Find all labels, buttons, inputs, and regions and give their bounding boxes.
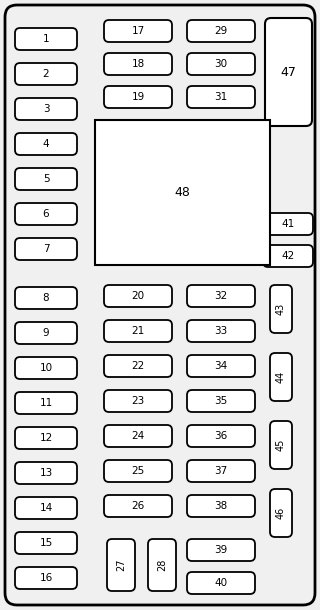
FancyBboxPatch shape (15, 28, 77, 50)
Text: 6: 6 (43, 209, 49, 219)
FancyBboxPatch shape (263, 245, 313, 267)
Text: 36: 36 (214, 431, 228, 441)
FancyBboxPatch shape (15, 357, 77, 379)
FancyBboxPatch shape (15, 532, 77, 554)
Text: 28: 28 (157, 559, 167, 571)
Text: 2: 2 (43, 69, 49, 79)
Text: 7: 7 (43, 244, 49, 254)
Text: 9: 9 (43, 328, 49, 338)
FancyBboxPatch shape (187, 390, 255, 412)
Text: 10: 10 (39, 363, 52, 373)
FancyBboxPatch shape (95, 120, 270, 265)
FancyBboxPatch shape (104, 20, 172, 42)
Text: 31: 31 (214, 92, 228, 102)
Text: 48: 48 (175, 186, 190, 199)
Text: 3: 3 (43, 104, 49, 114)
FancyBboxPatch shape (15, 203, 77, 225)
Text: 22: 22 (132, 361, 145, 371)
FancyBboxPatch shape (104, 460, 172, 482)
FancyBboxPatch shape (187, 86, 255, 108)
Text: 32: 32 (214, 291, 228, 301)
Text: 47: 47 (281, 65, 296, 79)
FancyBboxPatch shape (187, 53, 255, 75)
Text: 24: 24 (132, 431, 145, 441)
Text: 26: 26 (132, 501, 145, 511)
FancyBboxPatch shape (15, 168, 77, 190)
Text: 27: 27 (116, 559, 126, 571)
Text: 30: 30 (214, 59, 228, 69)
FancyBboxPatch shape (270, 353, 292, 401)
Text: 44: 44 (276, 371, 286, 383)
Text: 19: 19 (132, 92, 145, 102)
FancyBboxPatch shape (15, 238, 77, 260)
FancyBboxPatch shape (104, 425, 172, 447)
FancyBboxPatch shape (15, 497, 77, 519)
Text: 37: 37 (214, 466, 228, 476)
FancyBboxPatch shape (15, 63, 77, 85)
FancyBboxPatch shape (270, 489, 292, 537)
FancyBboxPatch shape (187, 425, 255, 447)
FancyBboxPatch shape (15, 567, 77, 589)
FancyBboxPatch shape (15, 392, 77, 414)
Text: 16: 16 (39, 573, 52, 583)
Text: 46: 46 (276, 507, 286, 519)
Text: 33: 33 (214, 326, 228, 336)
FancyBboxPatch shape (5, 5, 315, 605)
Text: 29: 29 (214, 26, 228, 36)
FancyBboxPatch shape (104, 355, 172, 377)
FancyBboxPatch shape (187, 539, 255, 561)
FancyBboxPatch shape (104, 495, 172, 517)
Text: 39: 39 (214, 545, 228, 555)
FancyBboxPatch shape (104, 86, 172, 108)
FancyBboxPatch shape (187, 495, 255, 517)
Text: 20: 20 (132, 291, 145, 301)
FancyBboxPatch shape (104, 53, 172, 75)
Text: 42: 42 (281, 251, 295, 261)
FancyBboxPatch shape (148, 539, 176, 591)
Text: 40: 40 (214, 578, 228, 588)
Text: 8: 8 (43, 293, 49, 303)
Text: 25: 25 (132, 466, 145, 476)
Text: 18: 18 (132, 59, 145, 69)
FancyBboxPatch shape (104, 390, 172, 412)
FancyBboxPatch shape (15, 322, 77, 344)
FancyBboxPatch shape (187, 572, 255, 594)
Text: 43: 43 (276, 303, 286, 315)
FancyBboxPatch shape (107, 539, 135, 591)
Text: 12: 12 (39, 433, 52, 443)
Text: 41: 41 (281, 219, 295, 229)
Text: 11: 11 (39, 398, 52, 408)
FancyBboxPatch shape (104, 285, 172, 307)
FancyBboxPatch shape (187, 285, 255, 307)
Text: 34: 34 (214, 361, 228, 371)
FancyBboxPatch shape (15, 462, 77, 484)
FancyBboxPatch shape (187, 460, 255, 482)
FancyBboxPatch shape (187, 320, 255, 342)
FancyBboxPatch shape (15, 427, 77, 449)
FancyBboxPatch shape (187, 355, 255, 377)
FancyBboxPatch shape (15, 287, 77, 309)
Text: 15: 15 (39, 538, 52, 548)
Text: 4: 4 (43, 139, 49, 149)
Text: 38: 38 (214, 501, 228, 511)
Text: 35: 35 (214, 396, 228, 406)
FancyBboxPatch shape (15, 133, 77, 155)
Text: 17: 17 (132, 26, 145, 36)
FancyBboxPatch shape (270, 285, 292, 333)
Text: 45: 45 (276, 439, 286, 451)
Text: 14: 14 (39, 503, 52, 513)
FancyBboxPatch shape (263, 213, 313, 235)
Text: 21: 21 (132, 326, 145, 336)
FancyBboxPatch shape (270, 421, 292, 469)
Text: 5: 5 (43, 174, 49, 184)
Text: 1: 1 (43, 34, 49, 44)
FancyBboxPatch shape (187, 20, 255, 42)
Text: 23: 23 (132, 396, 145, 406)
FancyBboxPatch shape (104, 320, 172, 342)
FancyBboxPatch shape (15, 98, 77, 120)
Text: 13: 13 (39, 468, 52, 478)
FancyBboxPatch shape (265, 18, 312, 126)
